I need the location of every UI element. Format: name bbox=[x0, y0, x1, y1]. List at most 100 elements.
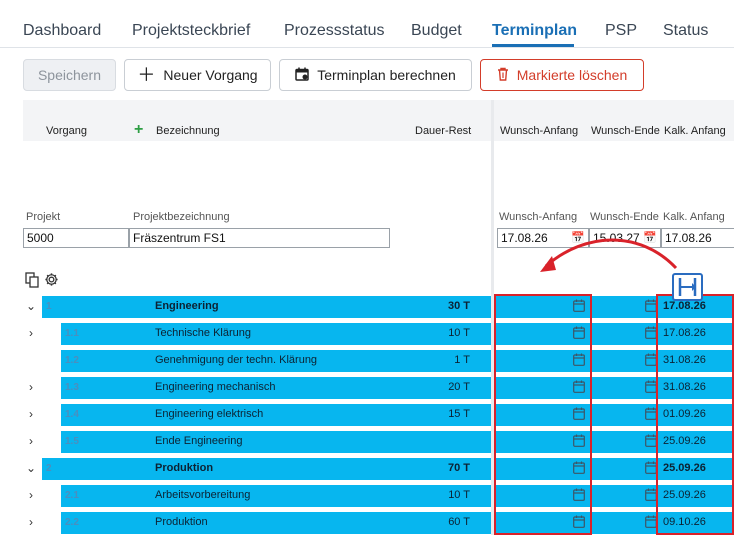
task-name[interactable]: Produktion bbox=[155, 462, 214, 474]
chevron-right-icon[interactable]: › bbox=[29, 407, 33, 421]
plus-icon: ＋ bbox=[137, 65, 156, 85]
task-row-dates-background bbox=[494, 350, 734, 372]
calendar-icon[interactable] bbox=[645, 515, 657, 531]
column-header-vorgang[interactable]: Vorgang bbox=[46, 125, 87, 137]
task-number: 1.2 bbox=[65, 355, 79, 366]
task-row[interactable]: 1.2 Genehmigung der techn. Klärung 1 T 31.0… bbox=[0, 350, 734, 372]
task-number: 1.1 bbox=[65, 328, 79, 339]
column-header-kalk-anfang[interactable]: Kalk. Anfang bbox=[664, 125, 726, 137]
copy-icon[interactable] bbox=[25, 272, 39, 292]
task-row[interactable]: › 2.2 Produktion 60 T 09.10.26 bbox=[0, 512, 734, 534]
task-row[interactable]: › 1.5 Ende Engineering 25.09.26 bbox=[0, 431, 734, 453]
new-task-label: Neuer Vorgang bbox=[163, 67, 258, 83]
calendar-icon[interactable]: 📅 bbox=[571, 232, 585, 244]
grid-header-left bbox=[23, 100, 491, 141]
calendar-icon[interactable] bbox=[573, 380, 585, 396]
calendar-icon[interactable] bbox=[573, 434, 585, 450]
task-kalk-anfang: 25.09.26 bbox=[663, 489, 706, 501]
column-header-dauer-rest[interactable]: Dauer-Rest bbox=[415, 125, 472, 137]
task-row-dates-background bbox=[494, 296, 734, 318]
project-kalk-anfang-input: 17.08.26 bbox=[661, 228, 734, 248]
projektbezeichnung-input[interactable]: Fräszentrum FS1 bbox=[129, 228, 390, 248]
column-header-wunsch-anfang[interactable]: Wunsch-Anfang bbox=[500, 125, 579, 137]
new-task-button[interactable]: ＋ Neuer Vorgang bbox=[124, 59, 271, 91]
task-duration: 30 T bbox=[447, 300, 470, 312]
grid-header-right bbox=[494, 100, 734, 141]
task-row[interactable]: ⌄ 2 Produktion 70 T 25.09.26 bbox=[0, 458, 734, 480]
task-name[interactable]: Engineering elektrisch bbox=[155, 408, 264, 420]
calendar-icon[interactable] bbox=[573, 299, 585, 315]
task-row[interactable]: › 2.1 Arbeitsvorbereitung 10 T 25.09.26 bbox=[0, 485, 734, 507]
task-duration: 70 T bbox=[447, 462, 470, 474]
calendar-icon[interactable] bbox=[573, 326, 585, 342]
task-row-background bbox=[61, 350, 491, 372]
task-kalk-anfang: 25.09.26 bbox=[663, 462, 706, 474]
column-header-bezeichnung[interactable]: Bezeichnung bbox=[156, 125, 220, 137]
gear-icon[interactable] bbox=[44, 272, 59, 291]
calendar-icon[interactable]: 📅 bbox=[643, 232, 657, 244]
delete-marked-button[interactable]: Markierte löschen bbox=[480, 59, 644, 91]
task-row[interactable]: › 1.3 Engineering mechanisch 20 T 31.08.26 bbox=[0, 377, 734, 399]
project-kalk-anfang-label: Kalk. Anfang bbox=[663, 211, 725, 223]
project-kalk-anfang-value: 17.08.26 bbox=[665, 231, 712, 245]
task-name[interactable]: Engineering bbox=[155, 300, 219, 312]
task-row-background bbox=[61, 377, 491, 399]
calculate-schedule-button[interactable]: Terminplan berechnen bbox=[279, 59, 472, 91]
calendar-icon[interactable] bbox=[573, 407, 585, 423]
chevron-down-icon[interactable]: ⌄ bbox=[25, 299, 37, 313]
tab-projektsteckbrief[interactable]: Projektsteckbrief bbox=[132, 22, 251, 39]
add-row-plus-icon[interactable]: + bbox=[134, 121, 144, 138]
task-name[interactable]: Ende Engineering bbox=[155, 435, 243, 447]
calendar-icon[interactable] bbox=[573, 353, 585, 369]
task-kalk-anfang: 25.09.26 bbox=[663, 435, 706, 447]
projekt-input[interactable]: 5000 bbox=[23, 228, 129, 248]
task-name[interactable]: Genehmigung der techn. Klärung bbox=[155, 354, 318, 366]
task-duration: 60 T bbox=[448, 516, 470, 528]
pane-splitter[interactable] bbox=[491, 100, 494, 535]
calendar-icon[interactable] bbox=[573, 488, 585, 504]
task-name[interactable]: Produktion bbox=[155, 516, 208, 528]
project-wunsch-ende-label: Wunsch-Ende bbox=[590, 211, 659, 223]
task-row-background bbox=[61, 485, 491, 507]
calendar-icon[interactable] bbox=[573, 515, 585, 531]
task-number: 1 bbox=[46, 301, 52, 312]
task-number: 1.5 bbox=[65, 436, 79, 447]
project-wunsch-anfang-input[interactable]: 17.08.26 📅 bbox=[497, 228, 589, 248]
task-name[interactable]: Engineering mechanisch bbox=[155, 381, 276, 393]
chevron-right-icon[interactable]: › bbox=[29, 326, 33, 340]
calendar-icon[interactable] bbox=[573, 461, 585, 477]
task-name[interactable]: Arbeitsvorbereitung bbox=[155, 489, 251, 501]
projektbezeichnung-label: Projektbezeichnung bbox=[133, 211, 230, 223]
task-kalk-anfang: 01.09.26 bbox=[663, 408, 706, 420]
chevron-right-icon[interactable]: › bbox=[29, 434, 33, 448]
column-header-wunsch-ende[interactable]: Wunsch-Ende bbox=[591, 125, 660, 137]
tab-terminplan[interactable]: Terminplan bbox=[492, 22, 578, 39]
chevron-right-icon[interactable]: › bbox=[29, 380, 33, 394]
task-row[interactable]: › 1.1 Technische Klärung 10 T 17.08.26 bbox=[0, 323, 734, 345]
task-row-background bbox=[61, 431, 491, 453]
tab-budget[interactable]: Budget bbox=[411, 22, 462, 39]
projektbezeichnung-value: Fräszentrum FS1 bbox=[133, 231, 226, 245]
column-swap-icon[interactable] bbox=[672, 273, 703, 301]
calendar-icon[interactable] bbox=[645, 380, 657, 396]
chevron-down-icon[interactable]: ⌄ bbox=[25, 461, 37, 475]
task-row-dates-background bbox=[494, 404, 734, 426]
task-row-background bbox=[61, 323, 491, 345]
task-row-background bbox=[42, 458, 491, 480]
task-row-dates-background bbox=[494, 458, 734, 480]
task-number: 1.4 bbox=[65, 409, 79, 420]
delete-marked-label: Markierte löschen bbox=[516, 67, 628, 83]
chevron-right-icon[interactable]: › bbox=[29, 515, 33, 529]
task-row-background bbox=[42, 296, 491, 318]
task-row[interactable]: › 1.4 Engineering elektrisch 15 T 01.09.26 bbox=[0, 404, 734, 426]
task-duration: 1 T bbox=[454, 354, 470, 366]
tab-psp[interactable]: PSP bbox=[605, 22, 638, 39]
tab-dashboard[interactable]: Dashboard bbox=[23, 22, 102, 39]
tab-prozessstatus[interactable]: Prozessstatus bbox=[284, 22, 385, 39]
task-number: 2 bbox=[46, 463, 52, 474]
project-wunsch-anfang-label: Wunsch-Anfang bbox=[499, 211, 578, 223]
chevron-right-icon[interactable]: › bbox=[29, 488, 33, 502]
task-name[interactable]: Technische Klärung bbox=[155, 327, 252, 339]
save-button[interactable]: Speichern bbox=[23, 59, 116, 91]
tab-status[interactable]: Status bbox=[663, 22, 709, 39]
